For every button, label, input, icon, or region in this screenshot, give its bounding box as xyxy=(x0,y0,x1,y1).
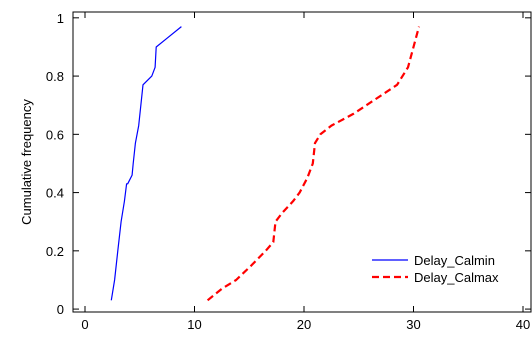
x-tick-label: 30 xyxy=(406,317,420,332)
x-axis-title: s xyxy=(299,343,306,347)
series-layer xyxy=(110,26,421,302)
y-tick-label: 0 xyxy=(57,302,64,317)
y-axis-title: Cumulative frequency xyxy=(19,99,34,225)
legend-label: Delay_Calmin xyxy=(414,253,495,268)
y-tick-label: 0.6 xyxy=(46,127,64,142)
x-tick-label: 0 xyxy=(81,317,88,332)
legend: Delay_Calmin Delay_Calmax xyxy=(372,253,499,285)
y-tick-label: 1 xyxy=(57,11,64,26)
y-axis-ticks: 0 0.2 0.4 0.6 0.8 1 xyxy=(46,11,531,317)
y-tick-label: 0.4 xyxy=(46,186,64,201)
y-tick-label: 0.2 xyxy=(46,244,64,259)
legend-label: Delay_Calmax xyxy=(414,270,499,285)
x-tick-label: 20 xyxy=(297,317,311,332)
series-line-delay-calmax xyxy=(206,26,421,302)
x-tick-label: 10 xyxy=(187,317,201,332)
y-tick-label: 0.8 xyxy=(46,69,64,84)
series-line-delay-calmin xyxy=(110,26,182,301)
x-tick-label: 40 xyxy=(516,317,530,332)
plot-frame xyxy=(72,11,532,313)
x-axis-ticks: 0 10 20 30 40 xyxy=(81,12,530,332)
